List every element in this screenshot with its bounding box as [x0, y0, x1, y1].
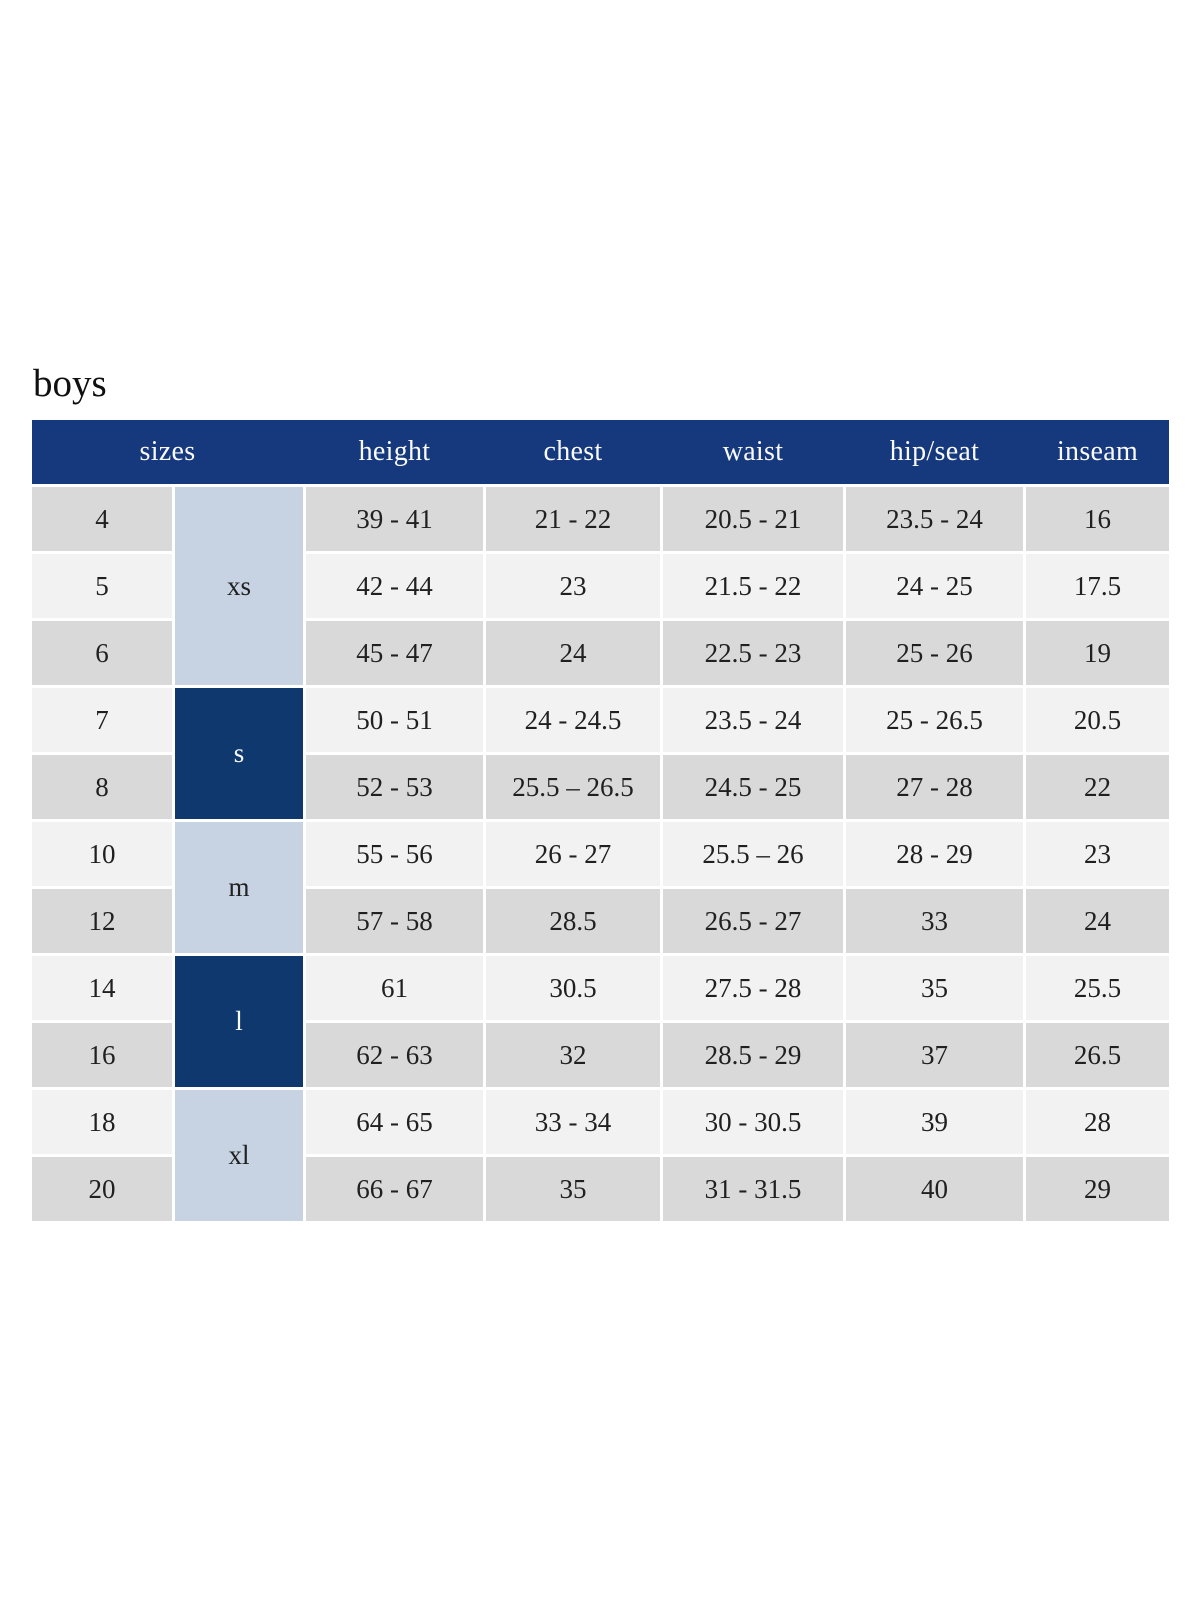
hip-seat-cell: 39: [846, 1090, 1023, 1154]
waist-cell: 25.5 – 26: [663, 822, 843, 886]
waist-cell: 22.5 - 23: [663, 621, 843, 685]
height-cell: 64 - 65: [306, 1090, 483, 1154]
height-cell: 62 - 63: [306, 1023, 483, 1087]
inseam-cell: 28: [1026, 1090, 1169, 1154]
size-cell: 14: [32, 956, 172, 1020]
size-group-cell: l: [175, 956, 303, 1087]
boys-size-chart-table: sizes height chest waist hip/seat inseam…: [32, 420, 1169, 1221]
chest-cell: 28.5: [486, 889, 660, 953]
hip-seat-cell: 37: [846, 1023, 1023, 1087]
table-header-row: sizes height chest waist hip/seat inseam: [32, 420, 1169, 484]
chest-cell: 25.5 – 26.5: [486, 755, 660, 819]
waist-cell: 28.5 - 29: [663, 1023, 843, 1087]
size-group-cell: s: [175, 688, 303, 819]
chest-cell: 21 - 22: [486, 487, 660, 551]
waist-cell: 27.5 - 28: [663, 956, 843, 1020]
inseam-cell: 16: [1026, 487, 1169, 551]
size-cell: 7: [32, 688, 172, 752]
header-chest: chest: [543, 436, 603, 467]
waist-cell: 31 - 31.5: [663, 1157, 843, 1221]
size-group-cell: xl: [175, 1090, 303, 1221]
hip-seat-cell: 25 - 26.5: [846, 688, 1023, 752]
size-cell: 5: [32, 554, 172, 618]
chest-cell: 33 - 34: [486, 1090, 660, 1154]
inseam-cell: 17.5: [1026, 554, 1169, 618]
inseam-cell: 19: [1026, 621, 1169, 685]
waist-cell: 26.5 - 27: [663, 889, 843, 953]
header-inseam: inseam: [1056, 436, 1139, 467]
waist-cell: 21.5 - 22: [663, 554, 843, 618]
header-height: height: [358, 436, 431, 467]
size-cell: 16: [32, 1023, 172, 1087]
size-cell: 12: [32, 889, 172, 953]
waist-cell: 24.5 - 25: [663, 755, 843, 819]
inseam-cell: 23: [1026, 822, 1169, 886]
chest-cell: 23: [486, 554, 660, 618]
inseam-cell: 29: [1026, 1157, 1169, 1221]
inseam-cell: 25.5: [1026, 956, 1169, 1020]
header-hip-seat: hip/seat: [889, 436, 980, 467]
hip-seat-cell: 27 - 28: [846, 755, 1023, 819]
size-cell: 18: [32, 1090, 172, 1154]
chest-cell: 26 - 27: [486, 822, 660, 886]
hip-seat-cell: 23.5 - 24: [846, 487, 1023, 551]
chest-cell: 24: [486, 621, 660, 685]
inseam-cell: 22: [1026, 755, 1169, 819]
waist-cell: 23.5 - 24: [663, 688, 843, 752]
size-cell: 10: [32, 822, 172, 886]
header-waist: waist: [722, 436, 784, 467]
height-cell: 55 - 56: [306, 822, 483, 886]
waist-cell: 20.5 - 21: [663, 487, 843, 551]
size-cell: 6: [32, 621, 172, 685]
page-title: boys: [33, 362, 107, 405]
height-cell: 45 - 47: [306, 621, 483, 685]
height-cell: 57 - 58: [306, 889, 483, 953]
waist-cell: 30 - 30.5: [663, 1090, 843, 1154]
inseam-cell: 24: [1026, 889, 1169, 953]
height-cell: 52 - 53: [306, 755, 483, 819]
height-cell: 66 - 67: [306, 1157, 483, 1221]
size-group-cell: xs: [175, 487, 303, 685]
header-sizes: sizes: [139, 436, 196, 467]
hip-seat-cell: 35: [846, 956, 1023, 1020]
inseam-cell: 26.5: [1026, 1023, 1169, 1087]
height-cell: 61: [306, 956, 483, 1020]
size-cell: 4: [32, 487, 172, 551]
size-cell: 8: [32, 755, 172, 819]
chest-cell: 24 - 24.5: [486, 688, 660, 752]
height-cell: 42 - 44: [306, 554, 483, 618]
inseam-cell: 20.5: [1026, 688, 1169, 752]
height-cell: 39 - 41: [306, 487, 483, 551]
height-cell: 50 - 51: [306, 688, 483, 752]
hip-seat-cell: 33: [846, 889, 1023, 953]
hip-seat-cell: 28 - 29: [846, 822, 1023, 886]
size-cell: 20: [32, 1157, 172, 1221]
hip-seat-cell: 25 - 26: [846, 621, 1023, 685]
hip-seat-cell: 24 - 25: [846, 554, 1023, 618]
chest-cell: 30.5: [486, 956, 660, 1020]
size-group-cell: m: [175, 822, 303, 953]
chest-cell: 35: [486, 1157, 660, 1221]
chest-cell: 32: [486, 1023, 660, 1087]
hip-seat-cell: 40: [846, 1157, 1023, 1221]
